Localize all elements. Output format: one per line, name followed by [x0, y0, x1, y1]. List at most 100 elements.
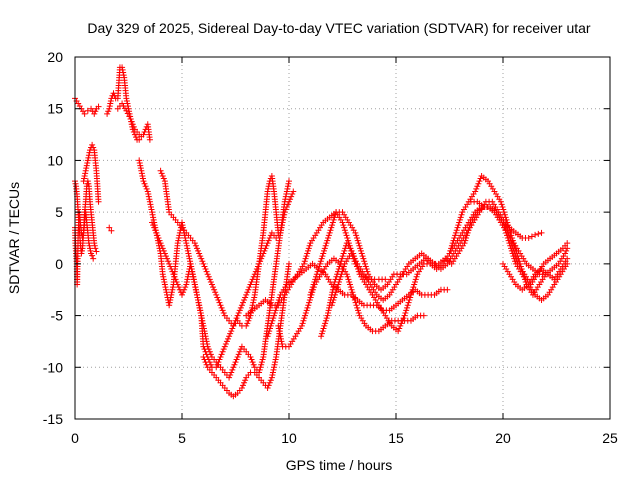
- data-point: [284, 183, 291, 190]
- data-point: [201, 328, 208, 335]
- data-point: [137, 162, 144, 169]
- data-point: [119, 66, 126, 73]
- data-point: [190, 276, 197, 283]
- data-point: [339, 219, 346, 226]
- data-point: [395, 328, 402, 335]
- data-point: [451, 235, 458, 241]
- data-point: [231, 361, 238, 368]
- data-point: [329, 219, 336, 226]
- data-point: [269, 317, 276, 324]
- data-point: [264, 384, 271, 391]
- data-point: [276, 294, 283, 301]
- data-point: [174, 240, 181, 247]
- data-point: [342, 229, 349, 236]
- data-point: [86, 242, 93, 249]
- data-point: [283, 188, 290, 195]
- data-point: [72, 180, 79, 187]
- data-point: [217, 353, 224, 360]
- data-point: [85, 154, 92, 161]
- data-point: [185, 250, 192, 257]
- data-point: [353, 235, 360, 241]
- data-point: [156, 237, 163, 244]
- data-point: [184, 276, 191, 283]
- y-tick-label: 10: [47, 152, 63, 168]
- data-point: [355, 309, 362, 316]
- data-point: [149, 209, 156, 216]
- data-point: [311, 278, 318, 285]
- data-point: [452, 232, 459, 239]
- data-point: [279, 219, 286, 226]
- data-point: [143, 185, 150, 192]
- data-point: [448, 245, 455, 252]
- data-point: [217, 302, 224, 309]
- data-point: [200, 322, 207, 329]
- data-point: [448, 242, 455, 249]
- data-point: [184, 247, 191, 254]
- data-point: [161, 281, 168, 288]
- data-point: [213, 291, 220, 298]
- data-point: [146, 196, 153, 203]
- data-point: [144, 188, 151, 195]
- data-point: [130, 123, 137, 130]
- data-point: [212, 289, 219, 296]
- data-point: [344, 235, 351, 241]
- data-point: [196, 250, 203, 257]
- data-point: [225, 335, 232, 342]
- data-point: [186, 255, 193, 262]
- data-point: [305, 302, 312, 309]
- data-point: [274, 302, 281, 309]
- data-point: [169, 268, 176, 275]
- data-point: [218, 351, 225, 358]
- data-point: [154, 232, 161, 239]
- data-point: [183, 278, 190, 285]
- data-point: [318, 255, 325, 262]
- data-point: [247, 281, 254, 288]
- data-point: [106, 224, 113, 231]
- data-point: [235, 351, 242, 358]
- data-point: [120, 69, 127, 76]
- data-point: [233, 356, 240, 363]
- data-point: [145, 193, 152, 200]
- data-point: [458, 211, 465, 218]
- data-point: [155, 235, 162, 241]
- data-point: [157, 167, 164, 174]
- y-tick-label: -15: [43, 411, 63, 427]
- data-point: [189, 268, 196, 275]
- data-point: [216, 356, 223, 363]
- data-point: [95, 198, 102, 205]
- data-point: [159, 271, 166, 278]
- data-point: [107, 100, 114, 107]
- data-point: [275, 325, 282, 332]
- data-point: [228, 369, 235, 376]
- data-point: [318, 333, 325, 340]
- data-point: [284, 201, 291, 208]
- data-point: [245, 317, 252, 324]
- data-point: [123, 107, 130, 114]
- data-point: [242, 294, 249, 301]
- data-point: [191, 281, 198, 288]
- data-point: [215, 297, 222, 304]
- data-point: [339, 268, 346, 275]
- data-point: [172, 276, 179, 283]
- data-point: [173, 278, 180, 285]
- data-point: [289, 191, 296, 198]
- data-point: [281, 209, 288, 216]
- data-point: [277, 333, 284, 340]
- data-point: [453, 227, 460, 234]
- data-point: [400, 315, 407, 322]
- data-point: [317, 260, 324, 267]
- data-point: [183, 281, 190, 288]
- data-point: [273, 304, 280, 311]
- data-point: [210, 284, 217, 291]
- data-point: [338, 271, 345, 278]
- data-point: [277, 229, 284, 236]
- data-point: [171, 273, 178, 280]
- data-point: [563, 247, 570, 254]
- data-point: [195, 299, 202, 306]
- data-point: [344, 273, 351, 280]
- data-point: [283, 191, 290, 198]
- data-point: [208, 281, 215, 288]
- data-point: [406, 297, 413, 304]
